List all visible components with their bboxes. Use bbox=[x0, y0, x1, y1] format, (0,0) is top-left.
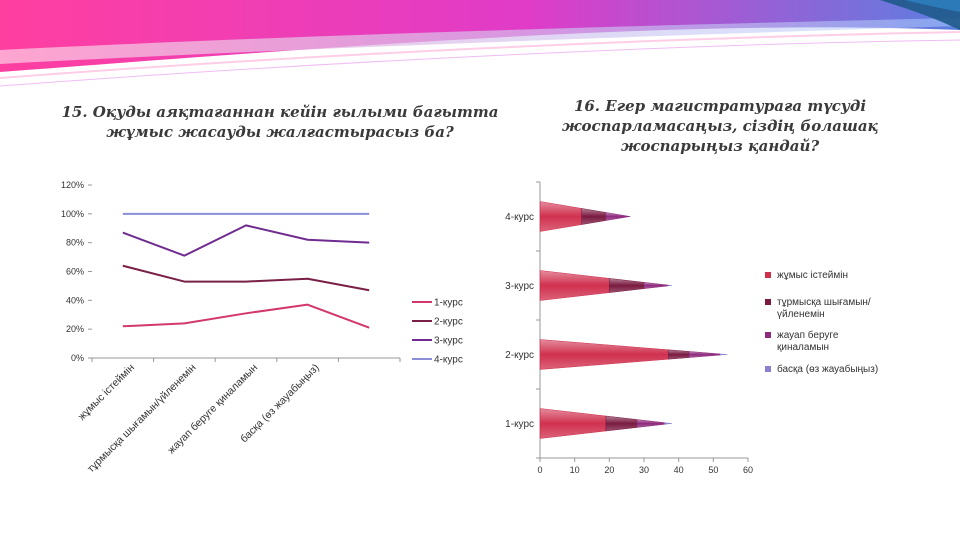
x-tick-label: 0 bbox=[537, 465, 542, 475]
legend-swatch bbox=[765, 272, 771, 278]
y-category-label: 2-курс bbox=[505, 350, 534, 361]
legend-label: 4-курс bbox=[434, 355, 463, 366]
cone-segment bbox=[720, 353, 728, 356]
x-category-label: тұрмысқа шығамын/үйленемін bbox=[85, 362, 199, 476]
y-tick-label: 120% bbox=[61, 180, 84, 190]
legend-label: жауап беруге қиналамын bbox=[777, 329, 839, 353]
legend-swatch bbox=[765, 299, 771, 305]
cone-segment bbox=[539, 201, 582, 232]
line-chart: 0% 20% 40% 60% 80% 100% 120% жұмыс істеймінтұрм… bbox=[61, 180, 463, 476]
cone-segment bbox=[636, 419, 666, 428]
series-line bbox=[122, 224, 370, 257]
y-category-label: 1-курс bbox=[505, 419, 534, 430]
cone-segment bbox=[668, 349, 690, 360]
x-category-label: жұмыс істеймін bbox=[76, 362, 137, 423]
legend-swatch bbox=[765, 332, 771, 338]
y-category-label: 3-курс bbox=[505, 281, 534, 292]
right-chart-title: 16. Егер магистратураға түсуді жоспарлам… bbox=[561, 97, 879, 155]
x-tick-label: 20 bbox=[604, 465, 614, 475]
y-tick-label: 60% bbox=[66, 267, 84, 277]
x-tick-label: 30 bbox=[639, 465, 649, 475]
left-chart-title: 15. Оқуды аяқтағаннан кейін ғылыми бағыт… bbox=[61, 103, 499, 141]
legend-label: 1-курс bbox=[434, 298, 463, 309]
cone-segment bbox=[581, 208, 607, 225]
legend-label: тұрмысқа шығамын/үйленемін bbox=[777, 297, 871, 320]
cone-bar-chart: 0 10 20 30 40 50 60 4-курс 3-курс 2-курс 1-курс жұм… bbox=[505, 181, 878, 475]
x-tick-label: 40 bbox=[674, 465, 684, 475]
decorative-banner bbox=[0, 0, 960, 87]
cone-segment bbox=[605, 212, 631, 221]
x-tick-label: 60 bbox=[743, 465, 753, 475]
y-tick-label: 20% bbox=[66, 324, 84, 334]
cone-segment bbox=[643, 282, 669, 289]
cone-segment bbox=[539, 339, 669, 370]
x-tick-label: 10 bbox=[570, 465, 580, 475]
y-tick-label: 80% bbox=[66, 238, 84, 248]
cone-segment bbox=[688, 351, 721, 358]
cone-segment bbox=[539, 408, 607, 439]
y-tick-label: 100% bbox=[61, 209, 84, 219]
x-tick-label: 50 bbox=[708, 465, 718, 475]
legend-swatch bbox=[765, 366, 771, 372]
legend-label: жұмыс істеймін bbox=[777, 270, 848, 281]
legend-label: 3-курс bbox=[434, 336, 463, 347]
cone-segment bbox=[605, 415, 638, 432]
y-tick-label: 0% bbox=[71, 353, 84, 363]
cone-segment bbox=[664, 422, 672, 425]
cone-segment bbox=[609, 278, 645, 293]
series-line bbox=[122, 264, 370, 292]
legend-label: басқа (өз жауабыңыз) bbox=[777, 363, 878, 375]
legend-label: 2-курс bbox=[434, 317, 463, 328]
series-line bbox=[122, 303, 370, 329]
y-category-label: 4-курс bbox=[505, 212, 534, 223]
y-tick-label: 40% bbox=[66, 295, 84, 305]
cone-segment bbox=[668, 284, 672, 287]
cone-segment bbox=[539, 270, 610, 301]
